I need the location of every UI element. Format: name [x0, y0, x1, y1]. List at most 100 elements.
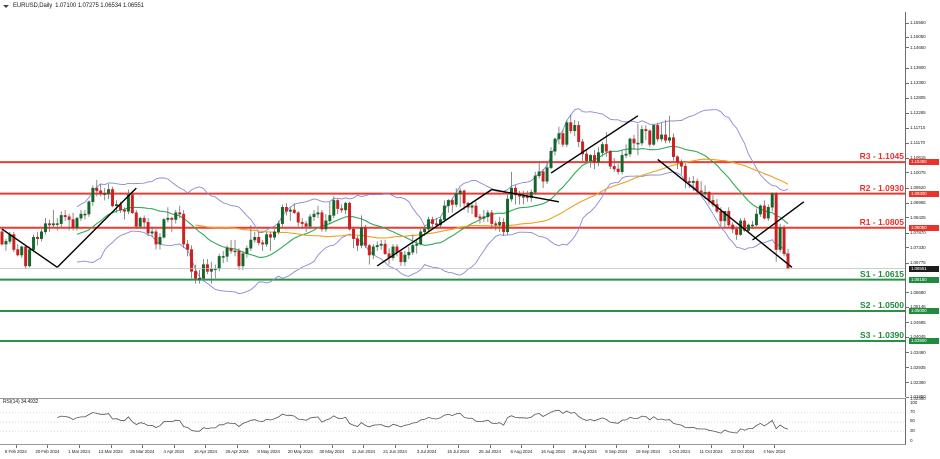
support-price-tag-2: 1.05000 [909, 307, 939, 314]
date-tick [395, 445, 396, 448]
date-tick [237, 445, 238, 448]
support-label-s1: S1 - 1.0615 [860, 268, 904, 279]
date-tick-label: 9 Sep 2024 [605, 449, 628, 454]
rsi-svg [0, 409, 905, 434]
price-tick [906, 142, 909, 144]
price-tick-label: 1.15050 [910, 33, 926, 39]
price-tick [906, 82, 909, 84]
support-price-tag-1: 1.06150 [909, 276, 939, 283]
price-tick [906, 292, 909, 294]
date-tick-label: 13 Mar 2024 [98, 449, 123, 454]
price-tick-label: 1.02390 [910, 379, 926, 385]
price-tick-label: 1.13360 [910, 80, 926, 86]
price-axis[interactable]: 1.15550 1.15050 1.14650 1.13900 1.13360 1.128… [906, 12, 940, 400]
support-price-tag-3: 1.03900 [909, 338, 939, 345]
date-tick-label: 16 Aug 2024 [540, 449, 566, 454]
resistance-price-tag-3: 1.10450 [909, 159, 939, 166]
ohlc-values: 1.07100 1.07275 1.06534 1.06551 [55, 3, 144, 9]
date-tick [742, 445, 744, 448]
date-tick-label: 19 Sep 2024 [635, 449, 661, 454]
price-tick [906, 172, 909, 174]
date-tick [268, 445, 270, 448]
resistance-label-r1: R1 - 1.0805 [859, 216, 904, 227]
date-tick [79, 445, 80, 448]
price-tick-label: 1.13900 [910, 65, 926, 71]
price-tick-label: 1.15550 [910, 20, 926, 26]
price-tick [906, 217, 909, 219]
rsi-scale-label-2: 70 [910, 409, 915, 415]
date-tick-label: 28 Aug 2024 [572, 449, 597, 454]
price-chart-svg [0, 108, 905, 343]
date-tick-label: 20 May 2024 [287, 449, 313, 454]
date-tick [679, 445, 681, 448]
date-tick-label: 30 May 2024 [319, 449, 345, 454]
rsi-title: RSI(14) 34.4932 [3, 399, 39, 405]
rsi-scale-label-1: 100 [910, 400, 918, 405]
price-tick-label: 1.11170 [910, 139, 925, 145]
rsi-pane[interactable] [0, 398, 906, 444]
date-tick [426, 445, 428, 448]
price-tick [906, 307, 909, 309]
price-tick [906, 112, 909, 114]
date-tick [205, 445, 207, 448]
price-tick-label: 1.08965 [910, 200, 926, 206]
date-tick [142, 445, 144, 448]
date-tick-label: 11 Jun 2024 [351, 449, 376, 454]
date-axis[interactable]: 8 Feb 2024 20 Feb 2024 1 Mar 2024 13 Mar 20… [0, 444, 906, 459]
date-tick [173, 445, 175, 448]
price-tick-label: 1.06775 [910, 259, 926, 265]
date-tick-label: 4 Apr 2024 [163, 449, 185, 454]
price-tick [906, 22, 909, 24]
date-tick [458, 445, 460, 448]
price-tick-label: 1.11710 [910, 125, 926, 131]
price-tick [906, 187, 909, 189]
date-tick [363, 445, 365, 448]
date-tick-label: 4 Nov 2024 [763, 449, 786, 454]
date-tick [300, 445, 302, 448]
date-tick [774, 445, 776, 448]
price-tick [906, 157, 909, 159]
current-price-tag: 1.06551 [909, 265, 939, 272]
price-tick [906, 47, 909, 49]
price-tick-label: 1.12805 [910, 95, 926, 101]
price-tick [906, 127, 909, 129]
price-tick-label: 1.08425 [910, 214, 926, 220]
date-tick-label: 21 Jun 2024 [383, 449, 407, 454]
resistance-price-tag-1: 1.08050 [909, 224, 939, 231]
date-tick-label: 8 May 2024 [257, 449, 280, 454]
support-label-s2: S2 - 1.0500 [860, 299, 904, 310]
date-tick-label: 25 Mar 2024 [130, 449, 155, 454]
price-tick-label: 1.09520 [910, 184, 926, 190]
price-tick-label: 1.10075 [910, 169, 926, 175]
price-tick-label: 1.03490 [910, 349, 926, 355]
resistance-label-r3: R3 - 1.1045 [859, 151, 904, 162]
date-tick [110, 445, 112, 448]
date-tick-label: 20 Feb 2024 [35, 449, 60, 454]
date-tick [553, 445, 554, 448]
date-tick-label: 16 Apr 2024 [193, 449, 217, 454]
price-tick [906, 382, 909, 384]
price-tick [906, 262, 909, 264]
price-tick-label: 1.07870 [910, 230, 926, 236]
price-tick-label: 1.04045 [910, 334, 926, 340]
price-tick-label: 1.10615 [910, 155, 926, 161]
date-tick [47, 445, 49, 448]
rsi-scale-label-4: 30 [910, 427, 915, 433]
price-tick-label: 1.05145 [910, 304, 926, 310]
date-tick-label: 23 Oct 2024 [730, 449, 755, 454]
price-tick [906, 322, 909, 324]
price-tick [906, 97, 909, 99]
chart-header: EURUSD,Daily 1.07100 1.07275 1.06534 1.0… [0, 0, 940, 12]
triangle-down-icon[interactable] [3, 4, 9, 8]
symbol-label: EURUSD,Daily [13, 3, 53, 9]
rsi-axis: 1.02390 100 70 50 30 0 [906, 396, 940, 444]
support-label-s3: S3 - 1.0390 [860, 330, 904, 341]
price-tick-label: 1.01850 [910, 394, 926, 400]
rsi-scale-label-5: 0 [910, 438, 913, 443]
date-tick-label: 8 Feb 2024 [4, 449, 27, 454]
price-tick [906, 67, 909, 69]
price-tick-label: 1.04585 [910, 319, 926, 325]
price-chart-pane[interactable] [0, 12, 906, 397]
rsi-scale-label-3: 50 [910, 418, 915, 424]
